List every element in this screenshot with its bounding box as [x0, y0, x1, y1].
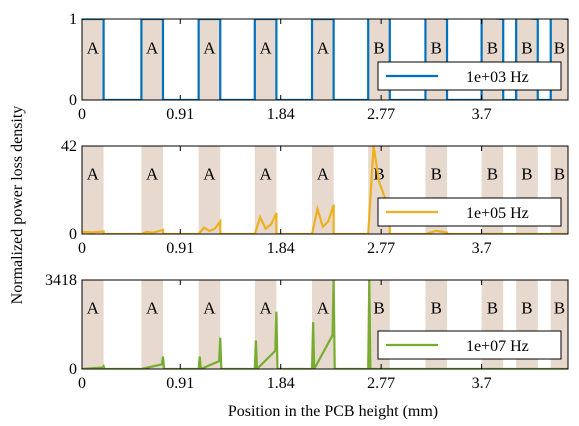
region-label: A [146, 164, 159, 183]
legend: 1e+05 Hz [377, 197, 562, 227]
x-tick-label: 3.7 [472, 375, 492, 392]
region-label: B [373, 164, 384, 183]
y-tick-label: 0 [69, 226, 77, 243]
region-label: B [431, 38, 442, 57]
legend-label: 1e+07 Hz [466, 338, 529, 355]
x-tick-label: 3.7 [472, 240, 492, 257]
region-label: B [521, 164, 532, 183]
x-tick-label: 1.84 [267, 106, 295, 123]
legend: 1e+07 Hz [377, 330, 562, 360]
shaded-region [82, 146, 104, 234]
shaded-region [141, 19, 163, 100]
shaded-region [198, 280, 221, 369]
data-series-line [82, 280, 568, 369]
shaded-region [254, 146, 277, 234]
shaded-region [198, 146, 221, 234]
shaded-region [141, 146, 163, 234]
region-label: A [317, 38, 330, 57]
region-label: B [431, 299, 442, 318]
legend-label: 1e+03 Hz [466, 69, 529, 86]
region-label: B [554, 38, 565, 57]
shaded-region [141, 280, 163, 369]
panel-3: A A A A A B B B B B 0 0.91 1.84 2.77 3.7 0 3418 1e+07 Hz [45, 272, 569, 392]
region-label: B [487, 299, 498, 318]
y-axis-title: Normalized power loss density [9, 106, 26, 305]
y-tick-label: 0 [69, 92, 77, 109]
region-label: A [317, 164, 330, 183]
axes-box [81, 18, 569, 101]
x-tick-label: 0 [78, 375, 86, 392]
data-series-line [82, 146, 568, 234]
region-label: A [203, 38, 216, 57]
region-label: A [317, 299, 330, 318]
shaded-region [254, 280, 277, 369]
region-label: A [87, 299, 100, 318]
panel-1: A A A A A B B B B B 0 0.91 1.84 2.77 3.7 0 1 1e+03 Hz [69, 11, 569, 123]
x-tick-label: 3.7 [472, 106, 492, 123]
y-tick-label: 1 [69, 11, 77, 28]
x-tick-label: 1.84 [267, 240, 295, 257]
x-axis-title: Position in the PCB height (mm) [228, 403, 438, 420]
axes-box [81, 279, 569, 370]
region-label: B [373, 299, 384, 318]
x-tick-label: 0.91 [166, 240, 194, 257]
region-label: B [487, 38, 498, 57]
x-tick-label: 2.77 [367, 375, 395, 392]
region-label: A [203, 299, 216, 318]
region-label: A [146, 299, 159, 318]
region-label: B [521, 38, 532, 57]
region-label: B [373, 38, 384, 57]
y-tick-label: 3418 [45, 272, 77, 289]
region-label: B [554, 299, 565, 318]
x-tick-label: 2.77 [367, 106, 395, 123]
x-tick-label: 0 [78, 240, 86, 257]
y-tick-label: 0 [69, 361, 77, 378]
axes-box [81, 145, 569, 235]
region-label: A [259, 38, 272, 57]
region-label: A [87, 38, 100, 57]
region-label: A [259, 164, 272, 183]
region-label: A [203, 164, 216, 183]
panel-2: A A A A A B B B B B 0 0.91 1.84 2.77 3.7 0 42 1e+05 Hz [61, 138, 569, 257]
x-tick-label: 0.91 [166, 375, 194, 392]
shaded-region [312, 19, 334, 100]
shaded-region [254, 19, 277, 100]
x-tick-label: 2.77 [367, 240, 395, 257]
legend-label: 1e+05 Hz [466, 205, 529, 222]
x-tick-label: 0.91 [166, 106, 194, 123]
region-label: B [521, 299, 532, 318]
x-tick-label: 0 [78, 106, 86, 123]
legend: 1e+03 Hz [377, 61, 562, 91]
shaded-region [82, 280, 104, 369]
x-tick-label: 1.84 [267, 375, 295, 392]
shaded-region [312, 280, 334, 369]
region-label: B [431, 164, 442, 183]
region-label: B [487, 164, 498, 183]
region-label: B [554, 164, 565, 183]
y-tick-label: 42 [61, 138, 77, 155]
region-label: A [146, 38, 159, 57]
region-label: A [87, 164, 100, 183]
shaded-region [82, 19, 104, 100]
region-label: A [259, 299, 272, 318]
shaded-region [198, 19, 221, 100]
